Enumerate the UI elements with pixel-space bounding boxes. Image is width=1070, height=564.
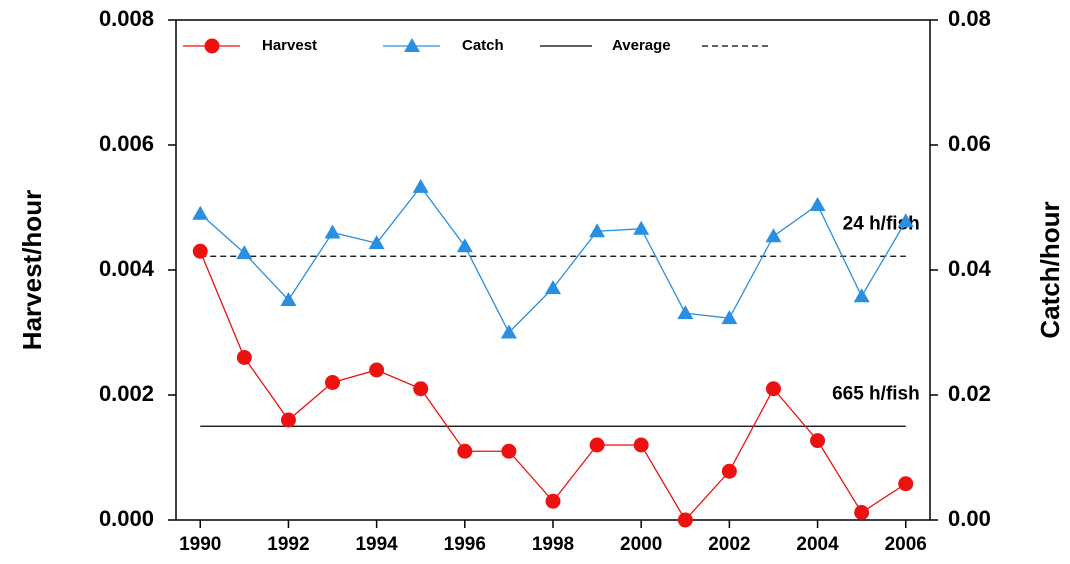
data-point <box>500 324 517 339</box>
data-point <box>413 381 429 397</box>
data-point <box>368 235 385 250</box>
y2-tick-label: 0.06 <box>948 131 991 156</box>
data-point <box>192 205 209 220</box>
legend-label: Harvest <box>262 37 317 54</box>
y-tick-label: 0.004 <box>99 256 155 281</box>
y2-axis-title: Catch/hour <box>1035 201 1065 338</box>
data-point <box>765 228 782 243</box>
legend-label: Average <box>612 37 671 54</box>
data-point <box>589 223 606 238</box>
series-line <box>199 185 907 334</box>
y-tick-label: 0.002 <box>99 381 154 406</box>
data-point <box>545 493 561 509</box>
data-point <box>765 381 781 397</box>
x-tick-label: 1994 <box>355 534 398 555</box>
data-point <box>854 505 870 520</box>
data-point <box>898 476 914 492</box>
data-point <box>192 243 208 259</box>
data-point <box>589 437 605 453</box>
data-point <box>633 437 649 453</box>
data-point <box>721 463 737 479</box>
data-point <box>236 350 252 365</box>
x-tick-label: 1996 <box>444 534 486 555</box>
data-point <box>324 224 341 239</box>
data-point <box>412 178 429 193</box>
average-label: 665 h/fish <box>832 383 920 404</box>
y2-tick-label: 0.08 <box>948 6 991 31</box>
data-point <box>897 213 914 228</box>
data-point <box>810 433 826 449</box>
data-point <box>633 220 650 235</box>
data-point <box>501 443 517 459</box>
y-tick-label: 0.000 <box>99 506 154 531</box>
x-tick-label: 1998 <box>532 534 574 555</box>
x-tick-label: 2006 <box>885 534 927 555</box>
data-point <box>456 238 473 253</box>
data-point <box>721 310 738 325</box>
data-point <box>280 292 297 306</box>
x-tick-label: 1990 <box>179 534 221 555</box>
x-tick-label: 2004 <box>796 534 839 555</box>
legend-label: Catch <box>462 37 504 54</box>
legend-marker <box>404 38 420 52</box>
x-tick-label: 1992 <box>267 534 309 555</box>
data-point <box>236 245 253 260</box>
data-point <box>325 375 341 390</box>
y2-tick-label: 0.02 <box>948 381 991 406</box>
y-tick-label: 0.006 <box>99 131 154 156</box>
x-tick-label: 2002 <box>708 534 750 555</box>
data-point <box>853 288 870 303</box>
data-point <box>545 280 561 295</box>
y-tick-label: 0.008 <box>99 6 154 31</box>
data-point <box>457 443 473 459</box>
y2-tick-label: 0.00 <box>948 506 991 531</box>
data-point <box>677 512 693 528</box>
y2-tick-label: 0.04 <box>948 256 992 281</box>
legend-marker <box>204 38 220 54</box>
x-tick-label: 2000 <box>620 534 662 555</box>
y-axis-title: Harvest/hour <box>17 190 47 350</box>
data-point <box>677 305 694 320</box>
data-point <box>369 362 385 378</box>
data-point <box>280 412 296 428</box>
data-point <box>809 197 826 211</box>
